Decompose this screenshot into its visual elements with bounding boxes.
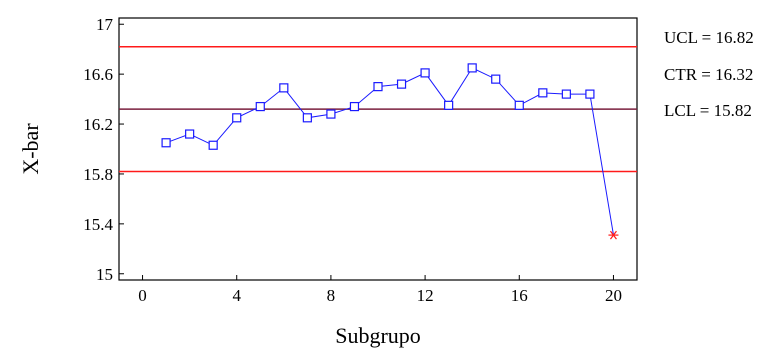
- data-point: [208, 140, 218, 150]
- data-point: [373, 82, 383, 92]
- data-point: [467, 63, 477, 73]
- data-point: [255, 101, 265, 112]
- x-tick-label: 0: [138, 286, 147, 305]
- data-point: [491, 74, 501, 84]
- x-tick-label: 4: [232, 286, 241, 305]
- y-tick-label: 15.8: [83, 165, 113, 184]
- data-point: [185, 129, 195, 139]
- lcl-label: LCL = 15.82: [664, 101, 752, 120]
- data-point: [161, 138, 171, 148]
- x-axis-title: Subgrupo: [335, 323, 421, 348]
- control-limit-lines: [119, 45, 637, 173]
- data-point: [420, 68, 430, 78]
- data-point: [396, 79, 407, 89]
- data-point: [561, 89, 571, 99]
- y-tick-label: 17: [96, 15, 114, 34]
- data-point: [538, 88, 548, 98]
- data-point: [302, 113, 312, 123]
- y-axis-title: X-bar: [18, 123, 43, 175]
- x-tick-label: 16: [511, 286, 528, 305]
- x-axis: 0 4 8 12 16 20: [138, 275, 622, 305]
- plot-frame: [118, 17, 638, 281]
- data-point: [585, 89, 595, 99]
- data-point: [326, 109, 336, 119]
- y-tick-label: 15: [96, 265, 113, 284]
- x-tick-label: 12: [417, 286, 434, 305]
- ucl-label: UCL = 16.82: [664, 28, 754, 47]
- data-point: [349, 101, 360, 112]
- x-tick-label: 20: [605, 286, 622, 305]
- out-of-control-point: [608, 230, 619, 240]
- data-point: [232, 113, 242, 123]
- y-tick-label: 15.4: [83, 215, 113, 234]
- y-tick-label: 16.6: [83, 65, 113, 84]
- y-axis: 15 15.4 15.8 16.2 16.6 17: [83, 15, 124, 284]
- data-point: [444, 100, 454, 110]
- data-point: [514, 100, 524, 110]
- data-point: [279, 83, 289, 93]
- x-tick-label: 8: [327, 286, 336, 305]
- ctr-label: CTR = 16.32: [664, 65, 753, 84]
- data-points: [161, 63, 619, 240]
- y-tick-label: 16.2: [83, 115, 113, 134]
